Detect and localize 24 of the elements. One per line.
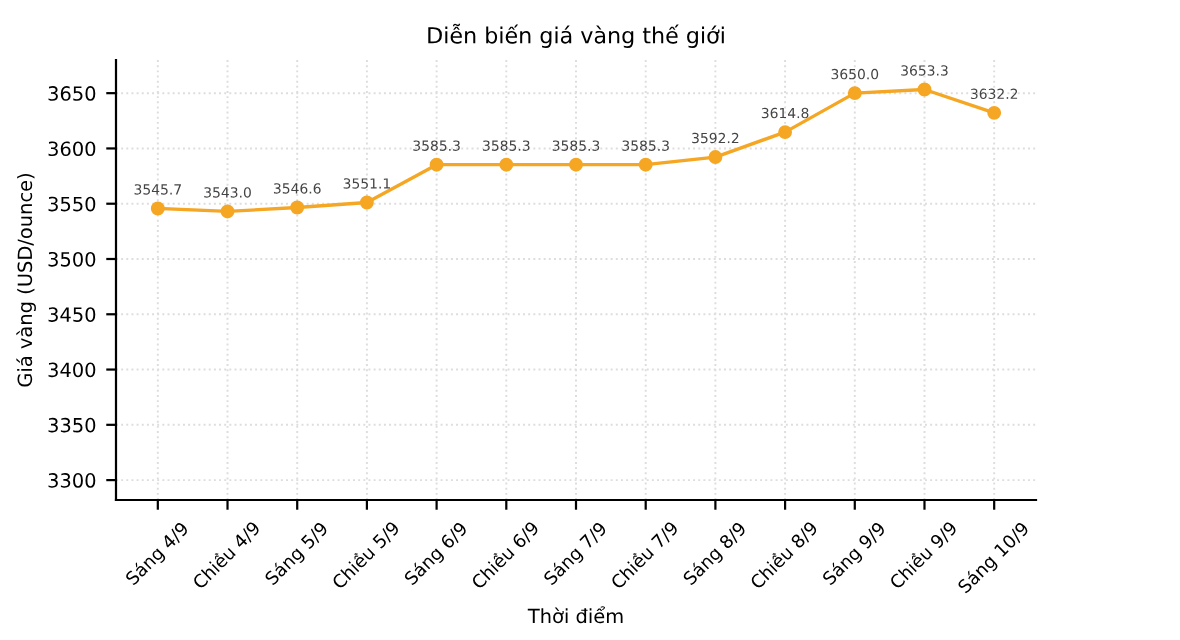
y-tick-label: 3350 (48, 417, 96, 433)
point (290, 200, 305, 215)
y-tick-label: 3600 (48, 141, 96, 157)
point (778, 125, 793, 140)
chart-title: Diễn biến giá vàng thế giới (428, 23, 724, 48)
point (987, 105, 1002, 120)
y-tick-label: 3550 (48, 196, 96, 212)
y-axis-title: Giá vàng (USD/ounce) (16, 174, 36, 387)
y-tick-label: 3650 (48, 86, 96, 101)
point (499, 157, 514, 172)
point (917, 82, 932, 97)
point (220, 204, 235, 219)
point (847, 86, 862, 101)
point (359, 195, 374, 210)
point (429, 157, 444, 172)
x-axis-title: Thời điểm (527, 606, 623, 624)
point (569, 157, 583, 172)
y-tick-label: 3400 (48, 362, 96, 378)
point (638, 157, 653, 172)
y-tick-label: 3500 (48, 251, 96, 267)
y-tick-label: 3450 (48, 307, 96, 322)
point (150, 201, 165, 216)
y-tick-label: 3300 (48, 473, 96, 488)
point (708, 150, 723, 165)
